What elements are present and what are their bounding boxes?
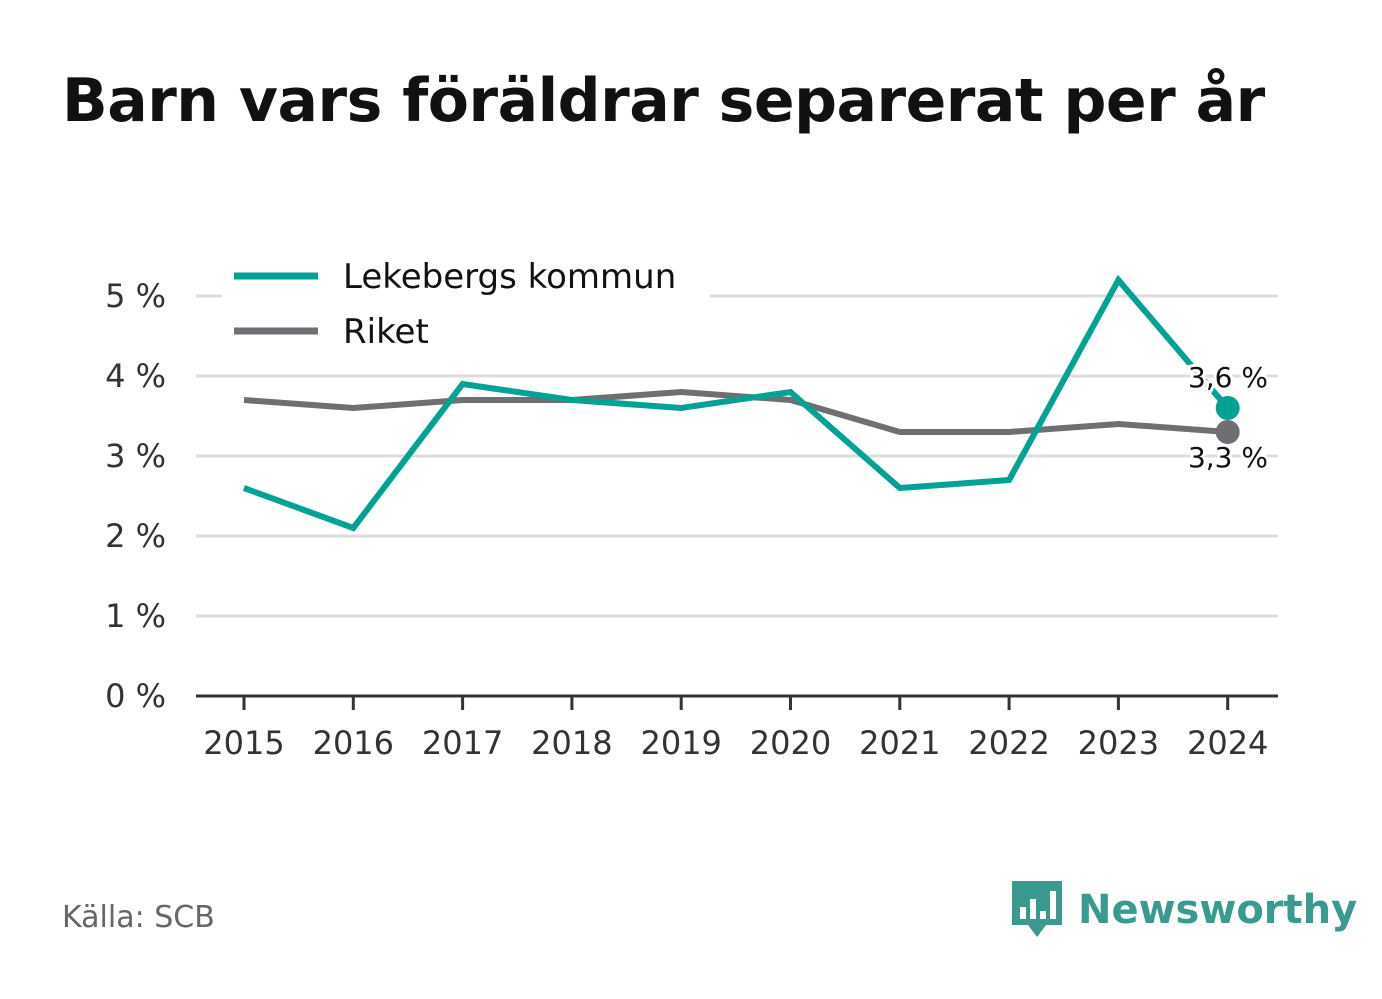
x-tick-label: 2022 (968, 724, 1049, 762)
y-tick-label: 2 % (105, 517, 166, 555)
end-labels: 3,6 % 3,3 % (1185, 358, 1271, 477)
end-value-label-riket: 3,3 % (1188, 441, 1268, 474)
series (242, 274, 1240, 532)
end-marker-lekebergs-kommun (1215, 396, 1240, 420)
source-note: Källa: SCB (62, 900, 215, 935)
x-tick-label: 2018 (531, 724, 612, 762)
x-tick-label: 2021 (859, 724, 940, 762)
chart-title: Barn vars föräldrar separerat per år (62, 66, 1265, 136)
legend: Lekebergs kommun Riket (222, 250, 710, 370)
brand-logo[interactable]: Newsworthy (1010, 878, 1357, 942)
bar-chart-speech-bubble-icon (1012, 881, 1062, 937)
y-tick-label: 4 % (105, 357, 166, 395)
x-tick-label: 2024 (1187, 724, 1268, 762)
series-line-riket (243, 388, 1228, 435)
series-line-lekebergs-kommun (242, 274, 1230, 532)
x-tick-label: 2023 (1078, 724, 1159, 762)
x-tick-label: 2015 (203, 724, 284, 762)
x-tick-label: 2020 (750, 724, 831, 762)
y-tick-label: 1 % (105, 597, 166, 635)
end-marker-riket (1215, 420, 1240, 444)
end-value-label-lekebergs-kommun: 3,6 % (1188, 361, 1268, 394)
legend-label-riket: Riket (343, 312, 429, 352)
y-tick-label: 0 % (105, 677, 166, 715)
x-axis: 2015 2016 2017 2018 2019 2020 2021 2022 2023 2024 (196, 694, 1278, 762)
legend-background (222, 250, 710, 370)
legend-label-lekebergs-kommun: Lekebergs kommun (343, 257, 676, 297)
y-tick-label: 3 % (105, 437, 166, 475)
x-tick-label: 2019 (640, 724, 721, 762)
y-axis: 0 % 1 % 2 % 3 % 4 % 5 % (105, 277, 166, 715)
gridlines (196, 294, 1278, 618)
x-tick-label: 2016 (313, 724, 394, 762)
brand-name: Newsworthy (1078, 887, 1358, 933)
y-tick-label: 5 % (105, 277, 166, 315)
x-tick-label: 2017 (422, 724, 503, 762)
